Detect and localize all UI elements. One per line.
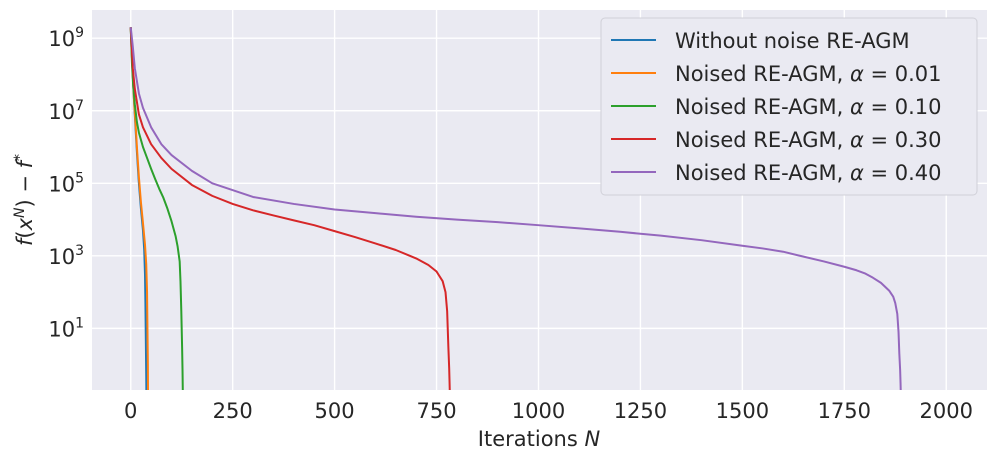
x-tick-label: 1500 — [716, 399, 769, 423]
series-line-5 — [129, 27, 902, 390]
y-tick-label: 105 — [48, 170, 84, 196]
y-tick-label: 103 — [48, 243, 84, 269]
svg-text:f(xN) − f*: f(xN) − f* — [12, 154, 37, 246]
legend-label: Noised RE-AGM, α = 0.01 — [675, 62, 942, 86]
x-tick-label: 1250 — [614, 399, 667, 423]
legend: Without noise RE-AGM Noised RE-AGM, α = 0… — [600, 17, 978, 196]
series-line-3 — [129, 27, 184, 390]
series-lines — [129, 27, 902, 390]
y-tick-label: 101 — [48, 315, 84, 341]
y-tick-label: 109 — [48, 25, 84, 51]
y-tick-label: 107 — [48, 98, 84, 124]
y-axis-ticks: 101 103 105 107 109 — [48, 25, 84, 341]
legend-label: Without noise RE-AGM — [675, 29, 910, 53]
x-tick-label: 250 — [213, 399, 253, 423]
legend-box — [600, 17, 978, 196]
y-axis-label: f(xN) − f* — [12, 154, 37, 246]
series-line-4 — [129, 27, 451, 390]
x-axis-ticks: 0 250 500 750 1000 1250 1500 1750 2000 — [124, 399, 973, 423]
legend-label: Noised RE-AGM, α = 0.40 — [675, 161, 942, 185]
legend-label: Noised RE-AGM, α = 0.10 — [675, 95, 942, 119]
x-axis-label: Iterations N — [478, 427, 601, 451]
x-tick-label: 500 — [315, 399, 355, 423]
x-tick-label: 0 — [124, 399, 137, 423]
legend-label: Noised RE-AGM, α = 0.30 — [675, 128, 942, 152]
x-tick-label: 1750 — [818, 399, 871, 423]
x-tick-label: 750 — [416, 399, 456, 423]
x-tick-label: 2000 — [919, 399, 972, 423]
x-tick-label: 1000 — [512, 399, 565, 423]
